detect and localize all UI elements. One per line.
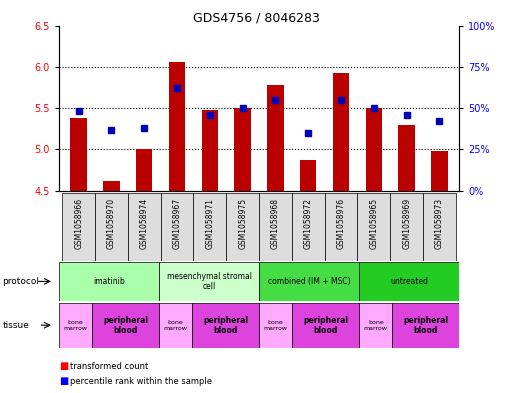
- Text: bone
marrow: bone marrow: [364, 320, 388, 331]
- Bar: [300, 160, 317, 191]
- Text: GDS4756 / 8046283: GDS4756 / 8046283: [193, 12, 320, 25]
- Text: GSM1058971: GSM1058971: [205, 198, 214, 249]
- Bar: [399, 125, 415, 191]
- Bar: [62, 193, 95, 261]
- Text: bone
marrow: bone marrow: [164, 320, 188, 331]
- Bar: [259, 193, 292, 261]
- Text: imatinib: imatinib: [93, 277, 125, 286]
- Bar: [70, 118, 87, 191]
- Bar: [161, 193, 193, 261]
- Text: ■: ■: [59, 361, 68, 371]
- Bar: [390, 193, 423, 261]
- Text: GSM1058974: GSM1058974: [140, 198, 149, 249]
- Text: peripheral
blood: peripheral blood: [403, 316, 448, 335]
- Text: peripheral
blood: peripheral blood: [203, 316, 248, 335]
- Text: untreated: untreated: [390, 277, 428, 286]
- Text: mesenchymal stromal
cell: mesenchymal stromal cell: [167, 272, 251, 291]
- Text: GSM1058975: GSM1058975: [238, 198, 247, 249]
- Bar: [392, 303, 459, 348]
- Bar: [292, 303, 359, 348]
- Bar: [59, 262, 159, 301]
- Bar: [159, 262, 259, 301]
- Text: percentile rank within the sample: percentile rank within the sample: [70, 377, 212, 386]
- Bar: [292, 193, 325, 261]
- Text: GSM1058972: GSM1058972: [304, 198, 313, 249]
- Bar: [259, 262, 359, 301]
- Bar: [95, 193, 128, 261]
- Text: peripheral
blood: peripheral blood: [303, 316, 348, 335]
- Bar: [333, 73, 349, 191]
- Text: bone
marrow: bone marrow: [64, 320, 88, 331]
- Text: GSM1058967: GSM1058967: [172, 198, 182, 249]
- Text: combined (IM + MSC): combined (IM + MSC): [268, 277, 350, 286]
- Text: bone
marrow: bone marrow: [264, 320, 288, 331]
- Text: transformed count: transformed count: [70, 362, 149, 371]
- Bar: [226, 193, 259, 261]
- Bar: [103, 181, 120, 191]
- Bar: [136, 149, 152, 191]
- Text: GSM1058970: GSM1058970: [107, 198, 116, 249]
- Bar: [169, 62, 185, 191]
- Bar: [267, 85, 284, 191]
- Bar: [359, 262, 459, 301]
- Bar: [193, 193, 226, 261]
- Text: GSM1058965: GSM1058965: [369, 198, 379, 249]
- Text: protocol: protocol: [3, 277, 40, 286]
- Bar: [423, 193, 456, 261]
- Bar: [325, 193, 358, 261]
- Bar: [359, 303, 392, 348]
- Text: GSM1058973: GSM1058973: [435, 198, 444, 249]
- Bar: [366, 108, 382, 191]
- Text: tissue: tissue: [3, 321, 29, 330]
- Bar: [192, 303, 259, 348]
- Bar: [92, 303, 159, 348]
- Text: GSM1058969: GSM1058969: [402, 198, 411, 249]
- Text: ■: ■: [59, 376, 68, 386]
- Bar: [159, 303, 192, 348]
- Bar: [358, 193, 390, 261]
- Bar: [202, 110, 218, 191]
- Bar: [431, 151, 448, 191]
- Text: GSM1058976: GSM1058976: [337, 198, 346, 249]
- Bar: [59, 303, 92, 348]
- Bar: [128, 193, 161, 261]
- Text: GSM1058968: GSM1058968: [271, 198, 280, 249]
- Text: GSM1058966: GSM1058966: [74, 198, 83, 249]
- Text: peripheral
blood: peripheral blood: [103, 316, 148, 335]
- Bar: [234, 108, 251, 191]
- Bar: [259, 303, 292, 348]
